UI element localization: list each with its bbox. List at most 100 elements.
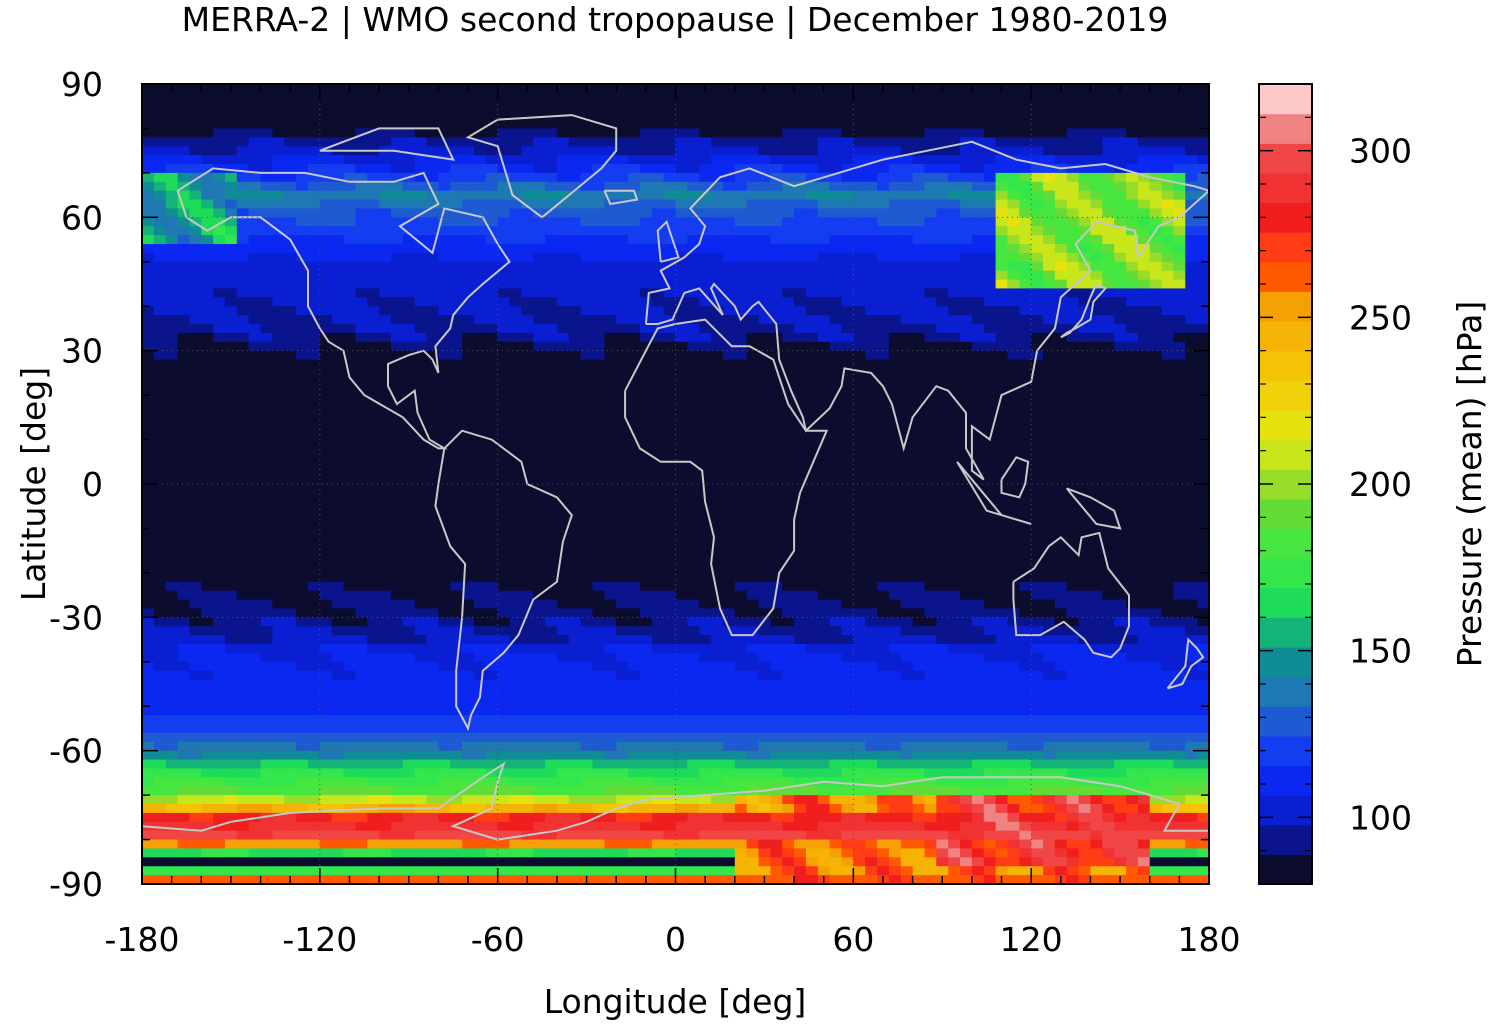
heat-cell xyxy=(307,261,321,272)
heat-cell xyxy=(509,208,522,218)
heat-cell xyxy=(1078,315,1092,325)
heat-cell xyxy=(960,226,973,236)
heat-cell xyxy=(663,252,677,263)
heat-cell xyxy=(213,279,226,290)
heat-cell xyxy=(746,261,760,272)
heat-cell xyxy=(248,270,262,281)
heat-cell xyxy=(782,235,795,245)
heat-cell xyxy=(758,279,771,290)
heat-cell xyxy=(853,519,866,530)
heat-cell xyxy=(722,404,736,414)
heat-cell xyxy=(509,199,522,210)
heat-cell xyxy=(639,244,653,254)
heat-cell xyxy=(260,537,274,547)
heat-cell xyxy=(865,324,878,334)
heat-cell xyxy=(260,137,274,147)
heat-cell xyxy=(343,350,356,361)
heat-cell xyxy=(971,199,985,210)
heat-cell xyxy=(639,359,653,370)
heat-cell xyxy=(699,564,712,574)
heat-cell xyxy=(485,341,499,352)
heat-cell xyxy=(580,252,594,263)
heat-cell xyxy=(794,137,807,147)
heat-cell xyxy=(343,297,356,307)
heat-cell xyxy=(1090,137,1103,147)
heat-cell xyxy=(533,475,546,485)
heat-cell xyxy=(224,164,238,174)
heat-cell xyxy=(794,457,807,467)
heat-cell xyxy=(912,555,926,565)
heat-cell xyxy=(722,146,736,156)
heat-cell xyxy=(307,457,321,467)
heat-cell xyxy=(758,546,771,556)
heat-cell xyxy=(153,341,167,352)
heat-cell xyxy=(236,244,250,254)
heat-cell xyxy=(722,181,736,192)
heat-cell xyxy=(687,137,700,147)
heat-cell xyxy=(426,217,439,227)
heat-cell xyxy=(307,101,321,112)
heat-cell xyxy=(153,395,167,405)
heat-cell xyxy=(805,475,819,485)
heat-cell xyxy=(296,537,309,547)
heat-cell xyxy=(307,564,321,574)
heat-cell xyxy=(438,341,451,352)
heat-cell xyxy=(165,439,179,450)
heat-cell xyxy=(1126,101,1139,112)
heat-cell xyxy=(936,181,949,192)
heat-cell xyxy=(971,564,985,574)
heat-cell xyxy=(1161,501,1175,512)
heat-cell xyxy=(924,128,937,138)
heat-cell xyxy=(865,217,878,227)
heat-cell xyxy=(355,466,368,476)
heat-cell xyxy=(462,252,475,263)
heat-cell xyxy=(545,484,558,494)
heat-cell xyxy=(794,395,807,405)
heat-cell xyxy=(687,484,700,494)
heat-cell xyxy=(142,199,155,210)
heat-cell xyxy=(533,439,546,450)
heat-cell xyxy=(201,395,214,405)
heat-cell xyxy=(853,324,866,334)
heat-cell xyxy=(402,546,416,556)
heat-cell xyxy=(355,279,368,290)
heat-cell xyxy=(995,279,1009,290)
heat-cell xyxy=(177,537,191,547)
heat-cell xyxy=(1149,306,1163,316)
heat-cell xyxy=(485,448,499,458)
heat-cell xyxy=(628,492,641,503)
heat-cell xyxy=(521,519,534,530)
heat-cell xyxy=(201,208,214,218)
heat-cell xyxy=(1078,492,1092,503)
heat-cell xyxy=(248,324,262,334)
heat-cell xyxy=(1149,448,1163,458)
heat-cell xyxy=(877,217,890,227)
heat-cell xyxy=(402,324,416,334)
heat-cell xyxy=(805,466,819,476)
heat-cell xyxy=(379,270,392,281)
heat-cell xyxy=(462,386,475,396)
heat-cell xyxy=(1173,501,1186,512)
heat-cell xyxy=(153,492,167,503)
heat-cell xyxy=(971,84,985,94)
heat-cell xyxy=(450,190,463,201)
heat-cell xyxy=(924,359,937,370)
heat-cell xyxy=(473,528,487,538)
heat-cell xyxy=(1114,492,1127,503)
heat-cell xyxy=(260,332,274,343)
heat-cell xyxy=(142,110,155,121)
heat-cell xyxy=(296,261,309,272)
heat-cell xyxy=(900,306,914,316)
heat-cell xyxy=(533,164,546,174)
heat-cell xyxy=(450,164,463,174)
heat-cell xyxy=(402,297,416,307)
heat-cell xyxy=(995,555,1009,565)
heat-cell xyxy=(462,377,475,387)
heat-cell xyxy=(1043,377,1056,387)
heat-cell xyxy=(355,199,368,210)
heat-cell xyxy=(319,208,333,218)
heat-cell xyxy=(521,350,534,361)
heat-cell xyxy=(888,92,902,103)
heat-cell xyxy=(628,484,641,494)
heat-cell xyxy=(331,306,345,316)
